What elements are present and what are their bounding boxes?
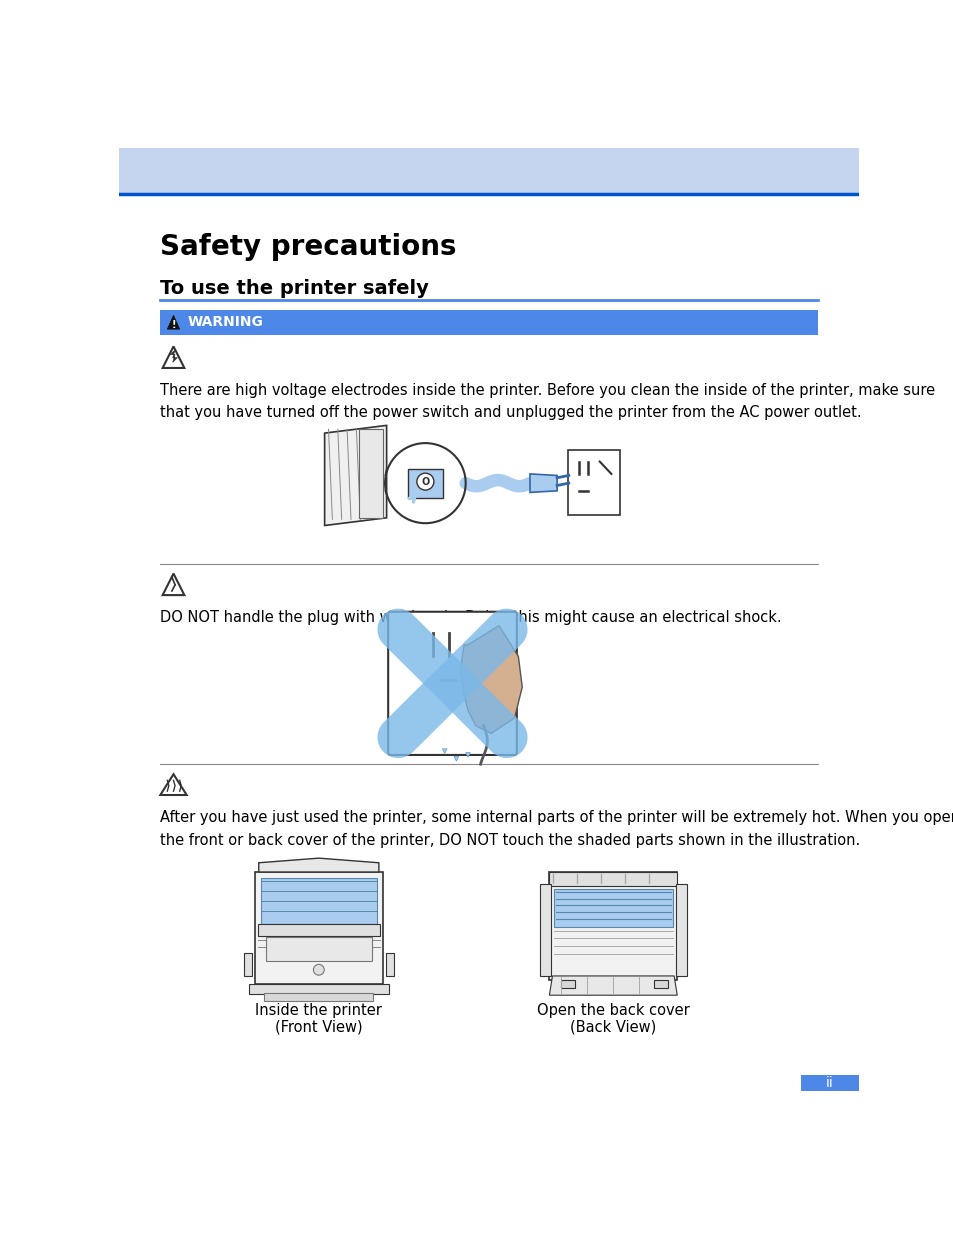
FancyBboxPatch shape [266, 937, 372, 961]
FancyBboxPatch shape [244, 953, 252, 976]
FancyBboxPatch shape [254, 872, 382, 983]
Polygon shape [258, 858, 378, 872]
FancyBboxPatch shape [539, 883, 550, 976]
FancyBboxPatch shape [549, 872, 677, 885]
Polygon shape [459, 626, 521, 734]
Polygon shape [530, 474, 557, 493]
Text: Safety precautions: Safety precautions [159, 233, 456, 261]
Polygon shape [171, 350, 177, 362]
FancyBboxPatch shape [675, 883, 686, 976]
Text: After you have just used the printer, some internal parts of the printer will be: After you have just used the printer, so… [159, 810, 953, 847]
Circle shape [416, 473, 434, 490]
FancyBboxPatch shape [560, 979, 575, 988]
Polygon shape [549, 976, 677, 995]
FancyBboxPatch shape [159, 310, 818, 335]
Text: There are high voltage electrodes inside the printer. Before you clean the insid: There are high voltage electrodes inside… [159, 383, 934, 420]
FancyBboxPatch shape [119, 148, 858, 194]
Text: O: O [421, 478, 429, 488]
Text: To use the printer safely: To use the printer safely [159, 279, 428, 298]
Polygon shape [160, 774, 187, 795]
Text: WARNING: WARNING [187, 315, 263, 330]
Text: (Back View): (Back View) [570, 1020, 656, 1035]
Polygon shape [162, 573, 184, 595]
Polygon shape [454, 757, 458, 761]
FancyBboxPatch shape [388, 611, 517, 755]
FancyBboxPatch shape [261, 878, 376, 924]
Text: (Front View): (Front View) [274, 1020, 362, 1035]
FancyBboxPatch shape [249, 983, 389, 994]
Text: Open the back cover: Open the back cover [537, 1003, 689, 1018]
FancyBboxPatch shape [567, 450, 619, 515]
Polygon shape [162, 346, 184, 368]
Text: !: ! [172, 320, 175, 330]
FancyBboxPatch shape [801, 1074, 858, 1092]
Polygon shape [257, 924, 379, 936]
Polygon shape [324, 425, 386, 526]
FancyBboxPatch shape [654, 979, 667, 988]
FancyBboxPatch shape [359, 430, 382, 517]
FancyBboxPatch shape [554, 889, 672, 926]
Polygon shape [442, 748, 447, 753]
Polygon shape [167, 315, 179, 330]
Text: Inside the printer: Inside the printer [255, 1003, 382, 1018]
FancyBboxPatch shape [385, 953, 394, 976]
FancyBboxPatch shape [264, 993, 373, 1000]
Circle shape [313, 965, 324, 976]
FancyBboxPatch shape [549, 872, 677, 979]
Text: DO NOT handle the plug with wet hands. Doing this might cause an electrical shoc: DO NOT handle the plug with wet hands. D… [159, 610, 781, 625]
Text: ii: ii [825, 1076, 833, 1091]
FancyBboxPatch shape [407, 468, 443, 498]
Polygon shape [465, 752, 470, 757]
